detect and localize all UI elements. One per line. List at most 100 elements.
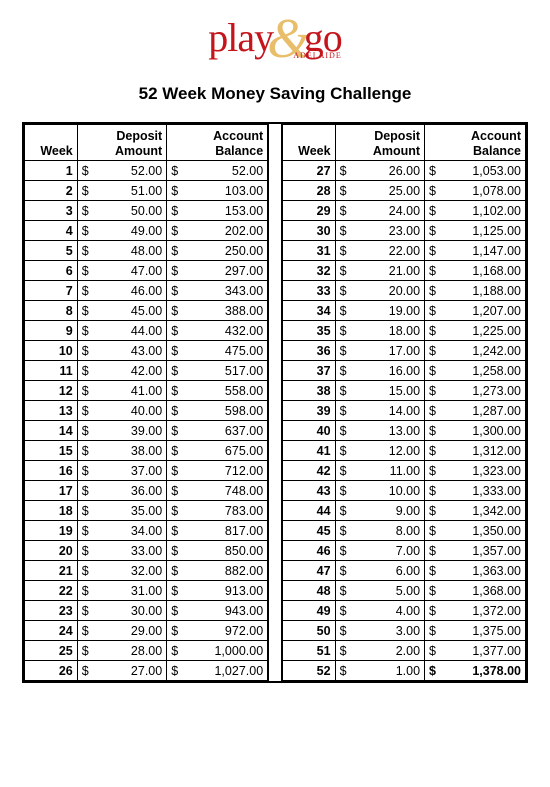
cell-week: 31 (282, 241, 335, 261)
table-row: 12$41.00$558.00 (25, 381, 268, 401)
amount: 1,312.00 (472, 444, 521, 458)
cell-balance: $1,363.00 (425, 561, 526, 581)
table-row: 29$24.00$1,102.00 (282, 201, 525, 221)
cell-deposit: $2.00 (335, 641, 424, 661)
cell-balance: $913.00 (167, 581, 268, 601)
table-row: 24$29.00$972.00 (25, 621, 268, 641)
currency-symbol: $ (340, 404, 347, 418)
currency-symbol: $ (82, 524, 89, 538)
currency-symbol: $ (429, 324, 436, 338)
currency-symbol: $ (429, 384, 436, 398)
amount: 26.00 (389, 164, 420, 178)
amount: 1,375.00 (472, 624, 521, 638)
currency-symbol: $ (82, 484, 89, 498)
cell-deposit: $41.00 (77, 381, 166, 401)
currency-symbol: $ (429, 344, 436, 358)
cell-deposit: $31.00 (77, 581, 166, 601)
cell-balance: $153.00 (167, 201, 268, 221)
currency-symbol: $ (171, 604, 178, 618)
cell-deposit: $5.00 (335, 581, 424, 601)
cell-deposit: $50.00 (77, 201, 166, 221)
currency-symbol: $ (82, 164, 89, 178)
table-row: 13$40.00$598.00 (25, 401, 268, 421)
amount: 36.00 (131, 484, 162, 498)
amount: 15.00 (389, 384, 420, 398)
amount: 44.00 (131, 324, 162, 338)
currency-symbol: $ (429, 504, 436, 518)
cell-balance: $1,312.00 (425, 441, 526, 461)
amount: 45.00 (131, 304, 162, 318)
amount: 39.00 (131, 424, 162, 438)
amount: 50.00 (131, 204, 162, 218)
cell-week: 5 (25, 241, 78, 261)
amount: 1,207.00 (472, 304, 521, 318)
currency-symbol: $ (82, 404, 89, 418)
currency-symbol: $ (429, 624, 436, 638)
cell-week: 36 (282, 341, 335, 361)
currency-symbol: $ (171, 644, 178, 658)
amount: 1,372.00 (472, 604, 521, 618)
currency-symbol: $ (429, 364, 436, 378)
currency-symbol: $ (340, 644, 347, 658)
cell-balance: $817.00 (167, 521, 268, 541)
amount: 817.00 (225, 524, 263, 538)
amount: 1,363.00 (472, 564, 521, 578)
cell-week: 12 (25, 381, 78, 401)
amount: 43.00 (131, 344, 162, 358)
currency-symbol: $ (82, 184, 89, 198)
table-row: 43$10.00$1,333.00 (282, 481, 525, 501)
cell-balance: $1,258.00 (425, 361, 526, 381)
currency-symbol: $ (171, 444, 178, 458)
cell-balance: $882.00 (167, 561, 268, 581)
cell-week: 29 (282, 201, 335, 221)
amount: 31.00 (131, 584, 162, 598)
currency-symbol: $ (82, 344, 89, 358)
currency-symbol: $ (340, 544, 347, 558)
header-balance: AccountBalance (425, 125, 526, 161)
amount: 1,377.00 (472, 644, 521, 658)
amount: 972.00 (225, 624, 263, 638)
currency-symbol: $ (429, 564, 436, 578)
currency-symbol: $ (429, 184, 436, 198)
amount: 675.00 (225, 444, 263, 458)
cell-balance: $343.00 (167, 281, 268, 301)
table-row: 21$32.00$882.00 (25, 561, 268, 581)
currency-symbol: $ (171, 484, 178, 498)
currency-symbol: $ (429, 224, 436, 238)
amount: 1,273.00 (472, 384, 521, 398)
cell-deposit: $8.00 (335, 521, 424, 541)
logo-subline: ADELAIDE (293, 51, 341, 60)
currency-symbol: $ (429, 244, 436, 258)
amount: 2.00 (396, 644, 420, 658)
amount: 1,333.00 (472, 484, 521, 498)
cell-deposit: $38.00 (77, 441, 166, 461)
table-row: 23$30.00$943.00 (25, 601, 268, 621)
currency-symbol: $ (429, 644, 436, 658)
amount: 10.00 (389, 484, 420, 498)
table-row: 34$19.00$1,207.00 (282, 301, 525, 321)
cell-deposit: $6.00 (335, 561, 424, 581)
table-row: 44$9.00$1,342.00 (282, 501, 525, 521)
table-row: 30$23.00$1,125.00 (282, 221, 525, 241)
cell-balance: $1,188.00 (425, 281, 526, 301)
amount: 1,125.00 (472, 224, 521, 238)
table-row: 31$22.00$1,147.00 (282, 241, 525, 261)
amount: 1,168.00 (472, 264, 521, 278)
cell-balance: $1,350.00 (425, 521, 526, 541)
currency-symbol: $ (171, 224, 178, 238)
currency-symbol: $ (82, 244, 89, 258)
cell-week: 13 (25, 401, 78, 421)
cell-deposit: $10.00 (335, 481, 424, 501)
cell-week: 20 (25, 541, 78, 561)
amount: 9.00 (396, 504, 420, 518)
cell-week: 10 (25, 341, 78, 361)
cell-deposit: $35.00 (77, 501, 166, 521)
cell-deposit: $3.00 (335, 621, 424, 641)
cell-balance: $475.00 (167, 341, 268, 361)
currency-symbol: $ (82, 204, 89, 218)
cell-week: 26 (25, 661, 78, 681)
amount: 51.00 (131, 184, 162, 198)
cell-balance: $748.00 (167, 481, 268, 501)
cell-week: 37 (282, 361, 335, 381)
currency-symbol: $ (429, 404, 436, 418)
